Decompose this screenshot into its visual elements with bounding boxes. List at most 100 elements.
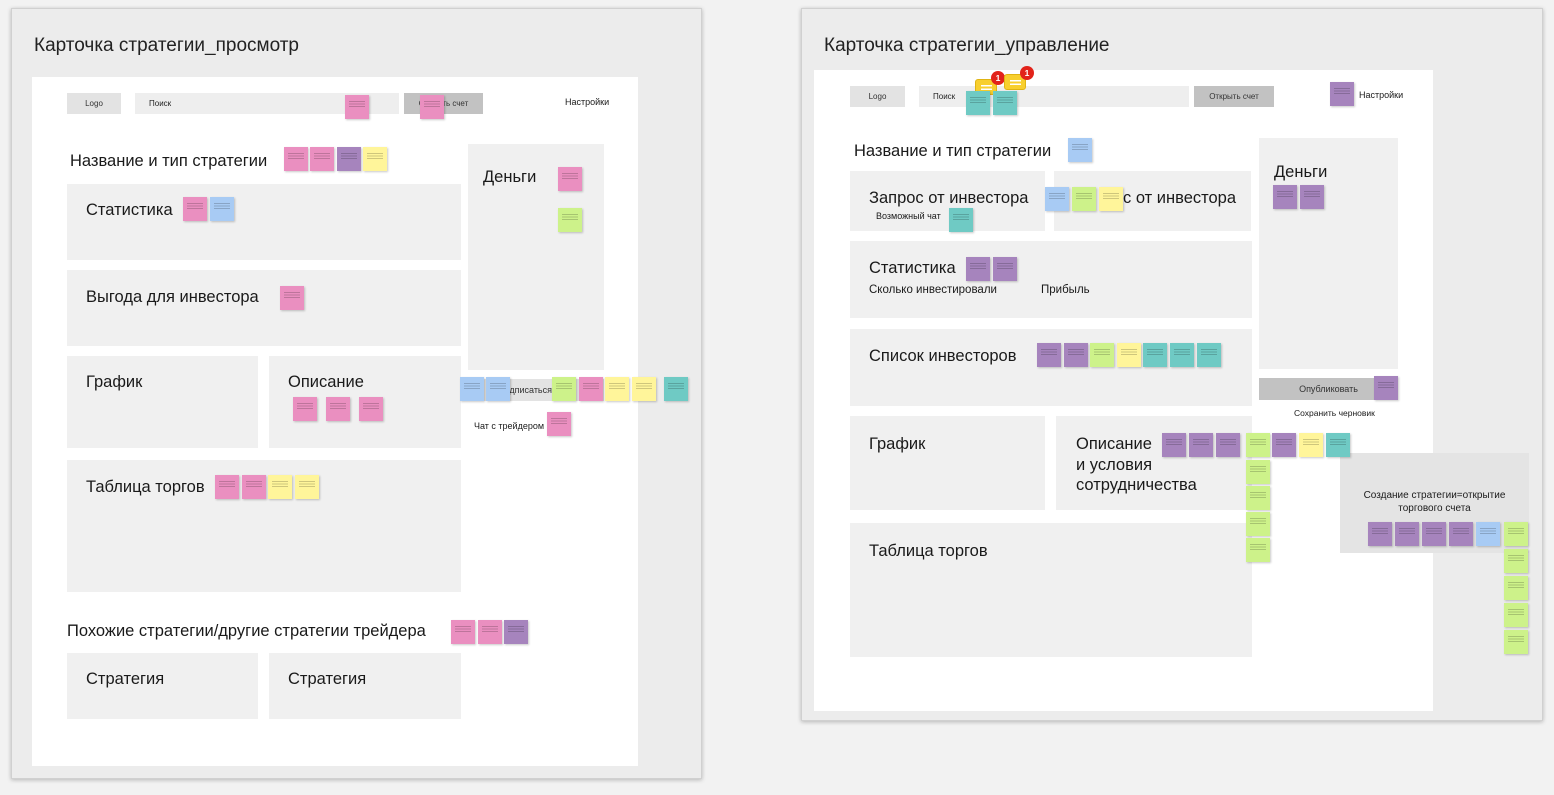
sticky-note[interactable] <box>295 475 319 499</box>
sticky-note[interactable] <box>210 197 234 221</box>
sticky-note[interactable] <box>451 620 475 644</box>
sticky-note[interactable] <box>949 208 973 232</box>
sticky-note[interactable] <box>1395 522 1419 546</box>
sticky-note[interactable] <box>1326 433 1350 457</box>
sticky-note[interactable] <box>242 475 266 499</box>
sticky-note[interactable] <box>1068 138 1092 162</box>
sticky-note[interactable] <box>1099 187 1123 211</box>
sticky-note[interactable] <box>215 475 239 499</box>
sticky-note[interactable] <box>1189 433 1213 457</box>
chat-with-trader-link[interactable]: Чат с трейдером <box>474 421 545 431</box>
sticky-note[interactable] <box>1064 343 1088 367</box>
sticky-note[interactable] <box>1476 522 1500 546</box>
sticky-note[interactable] <box>268 475 292 499</box>
sticky-note[interactable] <box>280 286 304 310</box>
profit-label: Прибыль <box>1041 284 1090 296</box>
money-title: Деньги <box>483 168 537 186</box>
investor-request-title-2: с от инвестора <box>1123 189 1237 207</box>
sticky-note[interactable] <box>558 208 582 232</box>
sticky-note[interactable] <box>966 91 990 115</box>
sticky-note[interactable] <box>547 412 571 436</box>
sticky-note[interactable] <box>579 377 603 401</box>
sticky-note[interactable] <box>1330 82 1354 106</box>
strategy-card-2[interactable] <box>269 653 461 719</box>
sticky-note[interactable] <box>1072 187 1096 211</box>
sticky-note[interactable] <box>460 377 484 401</box>
investors-list-title: Список инвесторов <box>869 347 1017 365</box>
sticky-note[interactable] <box>337 147 361 171</box>
sticky-note[interactable] <box>1504 630 1528 654</box>
sticky-note[interactable] <box>1246 486 1270 510</box>
sticky-note[interactable] <box>966 257 990 281</box>
publish-button[interactable]: Опубликовать <box>1259 378 1398 400</box>
sticky-note[interactable] <box>1197 343 1221 367</box>
sticky-note[interactable] <box>284 147 308 171</box>
sticky-note[interactable] <box>1037 343 1061 367</box>
sticky-note[interactable] <box>1504 549 1528 573</box>
sticky-note[interactable] <box>345 95 369 119</box>
search-input[interactable]: Поиск <box>135 93 399 114</box>
money-title: Деньги <box>1274 163 1328 181</box>
sticky-note[interactable] <box>1117 343 1141 367</box>
strategy-card-1-title: Стратегия <box>86 670 165 688</box>
open-account-button[interactable]: Открыть счет <box>1194 86 1274 107</box>
sticky-note[interactable] <box>1143 343 1167 367</box>
sticky-note[interactable] <box>1368 522 1392 546</box>
sticky-note[interactable] <box>1504 603 1528 627</box>
strategy-name-type: Название и тип стратегии <box>854 142 1052 160</box>
strategy-card-1[interactable] <box>67 653 258 719</box>
sticky-note[interactable] <box>1246 460 1270 484</box>
sticky-note[interactable] <box>1422 522 1446 546</box>
logo[interactable]: Logo <box>850 86 905 107</box>
comment-badge[interactable]: 1 <box>1004 66 1034 92</box>
sticky-note[interactable] <box>1299 433 1323 457</box>
sticky-note[interactable] <box>1045 187 1069 211</box>
description-terms-block <box>1056 416 1252 510</box>
sticky-note[interactable] <box>1246 538 1270 562</box>
sticky-note[interactable] <box>1090 343 1114 367</box>
sticky-note[interactable] <box>1170 343 1194 367</box>
sticky-note[interactable] <box>993 91 1017 115</box>
logo[interactable]: Logo <box>67 93 121 114</box>
sticky-note[interactable] <box>504 620 528 644</box>
sticky-note[interactable] <box>326 397 350 421</box>
sticky-note[interactable] <box>664 377 688 401</box>
sticky-note[interactable] <box>552 377 576 401</box>
sticky-note[interactable] <box>310 147 334 171</box>
comment-count: 1 <box>991 71 1005 85</box>
sticky-note[interactable] <box>478 620 502 644</box>
sticky-note[interactable] <box>293 397 317 421</box>
sticky-note[interactable] <box>1273 185 1297 209</box>
sticky-note[interactable] <box>359 397 383 421</box>
settings-link[interactable]: Настройки <box>565 97 610 107</box>
similar-strategies-title: Похожие стратегии/другие стратегии трейд… <box>67 622 426 640</box>
sticky-note[interactable] <box>1504 576 1528 600</box>
trades-table-title: Таблица торгов <box>869 542 988 560</box>
sticky-note[interactable] <box>1449 522 1473 546</box>
sticky-note[interactable] <box>486 377 510 401</box>
sticky-note[interactable] <box>1300 185 1324 209</box>
sticky-note[interactable] <box>632 377 656 401</box>
frame-title: Карточка стратегии_управление <box>824 35 1110 56</box>
sticky-note[interactable] <box>993 257 1017 281</box>
settings-link[interactable]: Настройки <box>1359 90 1404 100</box>
sticky-note[interactable] <box>183 197 207 221</box>
sticky-note[interactable] <box>420 95 444 119</box>
chart-block <box>850 416 1045 510</box>
statistics-title: Статистика <box>86 201 173 219</box>
chart-title: График <box>86 373 143 391</box>
sticky-note[interactable] <box>1272 433 1296 457</box>
save-draft-link[interactable]: Сохранить черновик <box>1294 408 1375 418</box>
chart-title: График <box>869 435 926 453</box>
investors-list-block <box>850 329 1252 406</box>
sticky-note[interactable] <box>605 377 629 401</box>
sticky-note[interactable] <box>1162 433 1186 457</box>
sticky-note[interactable] <box>1374 376 1398 400</box>
sticky-note[interactable] <box>1246 433 1270 457</box>
sticky-note[interactable] <box>1216 433 1240 457</box>
sticky-note[interactable] <box>1504 522 1528 546</box>
search-input[interactable]: Поиск <box>919 86 1189 107</box>
sticky-note[interactable] <box>363 147 387 171</box>
sticky-note[interactable] <box>1246 512 1270 536</box>
sticky-note[interactable] <box>558 167 582 191</box>
